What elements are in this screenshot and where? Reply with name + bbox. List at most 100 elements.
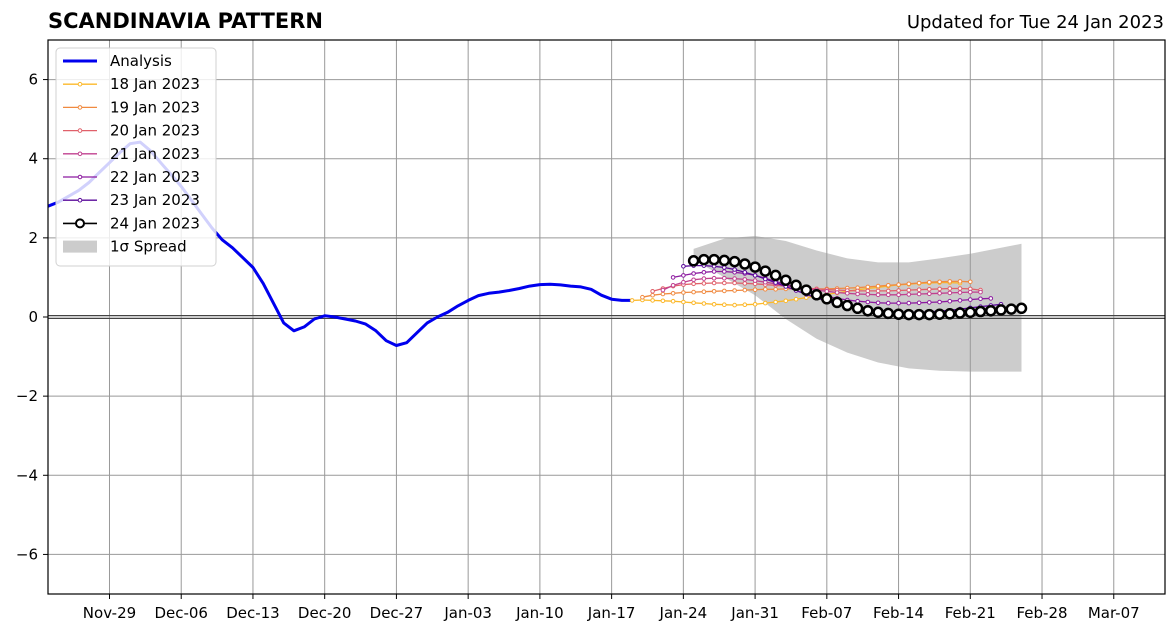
forecast-point: [875, 292, 881, 298]
forecast-point: [660, 287, 666, 293]
legend-label: 1σ Spread: [110, 238, 187, 256]
forecast-point: [629, 298, 635, 303]
forecast-point: [752, 302, 758, 307]
forecast-point: [711, 302, 717, 307]
legend-marker: [77, 197, 83, 203]
legend-swatch: [63, 240, 97, 253]
forecast-point: [773, 280, 778, 285]
forecast-point: [886, 283, 891, 288]
legend-entry: Analysis: [63, 52, 172, 70]
forecast-point: [759, 265, 772, 277]
forecast-point: [763, 300, 768, 306]
x-tick-label: Feb-14: [873, 604, 924, 622]
forecast-point: [957, 298, 963, 303]
forecast-point: [872, 306, 884, 319]
forecast-point: [670, 275, 676, 280]
forecast-point: [681, 264, 686, 269]
x-tick-label: Jan-10: [515, 604, 564, 622]
y-tick-label: 4: [28, 150, 38, 168]
forecast-point: [1015, 302, 1028, 315]
legend-marker: [77, 81, 83, 87]
forecast-point: [923, 308, 936, 321]
forecast-point: [974, 305, 987, 318]
legend-marker: [77, 128, 83, 133]
forecast-point: [875, 283, 881, 289]
forecast-point: [916, 291, 922, 297]
x-tick-label: Dec-06: [154, 604, 208, 622]
forecast-point: [732, 267, 737, 272]
forecast-point: [780, 274, 792, 286]
forecast-point: [906, 287, 912, 293]
forecast-point: [660, 291, 666, 297]
forecast-point: [906, 281, 912, 287]
forecast-point: [937, 279, 942, 285]
forecast-point: [947, 286, 953, 291]
forecast-point: [691, 281, 696, 287]
forecast-point: [927, 291, 932, 297]
legend-entry: 24 Jan 2023: [63, 214, 200, 232]
forecast-point: [968, 297, 973, 302]
forecast-point: [947, 298, 953, 304]
forecast-point: [670, 298, 676, 304]
forecast-point: [769, 269, 782, 282]
forecast-point: [739, 258, 751, 270]
forecast-point: [937, 286, 942, 292]
y-tick-label: 6: [28, 71, 38, 89]
forecast-point: [742, 281, 748, 286]
legend-entry: 20 Jan 2023: [63, 122, 200, 140]
x-tick-label: Jan-03: [443, 604, 492, 622]
legend-entry: 23 Jan 2023: [63, 191, 200, 209]
forecast-point: [691, 271, 696, 276]
forecast-point: [947, 290, 953, 296]
forecast-point: [722, 275, 727, 281]
forecast-point: [708, 253, 720, 266]
forecast-point: [701, 281, 707, 286]
forecast-point: [985, 304, 997, 317]
forecast-point: [722, 269, 727, 274]
forecast-point: [896, 282, 901, 287]
forecast-point: [722, 280, 727, 286]
forecast-point: [1005, 303, 1018, 315]
forecast-point: [732, 276, 737, 281]
x-tick-label: Feb-21: [945, 604, 996, 622]
forecast-point: [681, 273, 686, 278]
legend-marker: [77, 105, 83, 110]
forecast-point: [906, 300, 912, 306]
forecast-point: [862, 304, 874, 317]
forecast-point: [650, 292, 655, 298]
forecast-point: [988, 296, 994, 301]
forecast-point: [763, 287, 768, 292]
forecast-point: [711, 280, 717, 286]
forecast-point: [783, 298, 789, 304]
forecast-point: [968, 279, 973, 285]
forecast-point: [732, 302, 737, 308]
forecast-point: [722, 302, 727, 308]
forecast-point: [916, 280, 922, 286]
forecast-point: [718, 254, 731, 267]
forecast-point: [691, 300, 696, 306]
forecast-point: [773, 287, 778, 292]
forecast-point: [790, 279, 802, 292]
forecast-point: [752, 273, 758, 278]
forecast-point: [670, 291, 676, 296]
forecast-point: [916, 287, 922, 293]
forecast-point: [698, 253, 710, 266]
chart-title: SCANDINAVIA PATTERN: [48, 9, 323, 33]
forecast-point: [906, 292, 912, 297]
legend-entry: 1σ Spread: [63, 238, 187, 256]
forecast-point: [691, 277, 696, 283]
forecast-point: [913, 308, 925, 321]
forecast-point: [978, 289, 983, 295]
forecast-point: [937, 291, 942, 296]
forecast-point: [882, 307, 895, 320]
x-tick-label: Mar-07: [1088, 604, 1140, 622]
forecast-point: [742, 287, 748, 293]
forecast-point: [851, 302, 864, 315]
forecast-point: [701, 301, 707, 306]
legend-entry: 21 Jan 2023: [63, 145, 200, 163]
forecast-point: [701, 270, 707, 275]
forecast-point: [742, 302, 748, 308]
legend-entry: 22 Jan 2023: [63, 168, 200, 186]
forecast-point: [773, 299, 778, 305]
x-tick-label: Dec-20: [298, 604, 352, 622]
